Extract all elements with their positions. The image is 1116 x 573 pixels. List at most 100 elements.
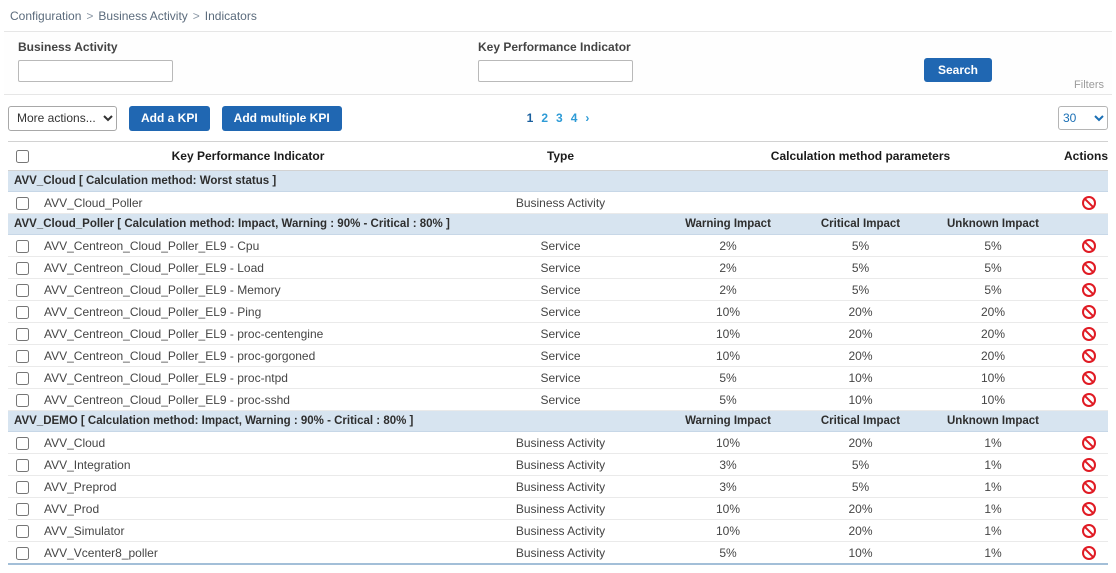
page-3[interactable]: 3 bbox=[556, 111, 563, 125]
kpi-name[interactable]: AVV_Preprod bbox=[38, 475, 458, 499]
delete-kpi-icon[interactable] bbox=[1082, 261, 1096, 276]
kpi-name[interactable]: AVV_Cloud_Poller bbox=[38, 191, 458, 215]
row-checkbox[interactable] bbox=[16, 546, 29, 560]
kpi-name[interactable]: AVV_Cloud bbox=[38, 431, 458, 455]
kpi-name[interactable]: AVV_Centreon_Cloud_Poller_EL9 - Load bbox=[38, 256, 458, 280]
delete-kpi-icon[interactable] bbox=[1082, 458, 1096, 473]
more-actions-select[interactable]: More actions... bbox=[8, 105, 117, 131]
delete-kpi-icon[interactable] bbox=[1082, 196, 1096, 211]
row-checkbox[interactable] bbox=[16, 349, 29, 363]
next-page-icon[interactable]: › bbox=[585, 111, 590, 125]
critical-impact-value: 20% bbox=[793, 322, 928, 346]
add-kpi-button[interactable]: Add a KPI bbox=[129, 105, 210, 131]
row-checkbox[interactable] bbox=[16, 305, 29, 319]
actions-cell bbox=[1058, 388, 1108, 412]
critical-impact-value bbox=[793, 191, 928, 215]
row-checkbox[interactable] bbox=[16, 393, 29, 407]
breadcrumb-business-activity[interactable]: Business Activity bbox=[98, 9, 188, 23]
kpi-row: AVV_Simulator Business Activity 10% 20% 1% bbox=[8, 519, 1108, 543]
kpi-name[interactable]: AVV_Prod bbox=[38, 497, 458, 521]
table-header-row: Key Performance Indicator Type Calculati… bbox=[8, 140, 1108, 172]
business-activity-input[interactable] bbox=[18, 60, 173, 82]
kpi-row: AVV_Cloud Business Activity 10% 20% 1% bbox=[8, 431, 1108, 455]
row-checkbox-cell bbox=[8, 322, 38, 346]
warning-impact-value: 2% bbox=[663, 256, 793, 280]
warning-impact-value: 10% bbox=[663, 519, 793, 543]
filter-panel: Business Activity Key Performance Indica… bbox=[4, 31, 1112, 95]
row-checkbox[interactable] bbox=[16, 371, 29, 385]
breadcrumb-separator: > bbox=[86, 9, 94, 23]
group-actions-spacer bbox=[1058, 213, 1108, 236]
breadcrumb-configuration[interactable]: Configuration bbox=[10, 9, 82, 23]
delete-kpi-icon[interactable] bbox=[1082, 436, 1096, 451]
kpi-name[interactable]: AVV_Vcenter8_poller bbox=[38, 541, 458, 565]
page-2[interactable]: 2 bbox=[541, 111, 548, 125]
kpi-row: AVV_Centreon_Cloud_Poller_EL9 - proc-ntp… bbox=[8, 366, 1108, 390]
pagination: 1 2 3 4 › bbox=[527, 111, 590, 125]
delete-kpi-icon[interactable] bbox=[1082, 349, 1096, 364]
unknown-impact-value bbox=[928, 191, 1058, 215]
warning-impact-value: 2% bbox=[663, 234, 793, 258]
actions-cell bbox=[1058, 322, 1108, 346]
kpi-filter-input[interactable] bbox=[478, 60, 633, 82]
row-checkbox[interactable] bbox=[16, 283, 29, 297]
delete-kpi-icon[interactable] bbox=[1082, 239, 1096, 254]
delete-kpi-icon[interactable] bbox=[1082, 371, 1096, 386]
row-checkbox[interactable] bbox=[16, 480, 29, 494]
delete-kpi-icon[interactable] bbox=[1082, 283, 1096, 298]
warning-impact-value: 10% bbox=[663, 431, 793, 455]
group-title: AVV_Cloud [ Calculation method: Worst st… bbox=[8, 170, 1108, 193]
delete-kpi-icon[interactable] bbox=[1082, 480, 1096, 495]
warning-impact-value: 5% bbox=[663, 366, 793, 390]
row-checkbox[interactable] bbox=[16, 458, 29, 472]
kpi-type: Service bbox=[458, 388, 663, 412]
search-button[interactable]: Search bbox=[923, 58, 992, 82]
kpi-type: Business Activity bbox=[458, 191, 663, 215]
column-calc-params-header: Calculation method parameters bbox=[663, 140, 1058, 172]
unknown-impact-value: 1% bbox=[928, 431, 1058, 455]
kpi-row: AVV_Centreon_Cloud_Poller_EL9 - Cpu Servi… bbox=[8, 234, 1108, 258]
add-multiple-kpi-button[interactable]: Add multiple KPI bbox=[221, 105, 342, 131]
row-checkbox[interactable] bbox=[16, 502, 29, 516]
page-4[interactable]: 4 bbox=[570, 111, 578, 125]
delete-kpi-icon[interactable] bbox=[1082, 546, 1096, 561]
kpi-type: Business Activity bbox=[458, 519, 663, 543]
breadcrumb-separator: > bbox=[192, 9, 200, 23]
select-all-checkbox[interactable] bbox=[16, 150, 29, 164]
group-actions-spacer bbox=[1058, 410, 1108, 433]
critical-impact-value: 5% bbox=[793, 256, 928, 280]
warning-impact-value: 10% bbox=[663, 300, 793, 324]
row-checkbox[interactable] bbox=[16, 524, 29, 538]
actions-cell bbox=[1058, 431, 1108, 455]
row-checkbox-cell bbox=[8, 431, 38, 455]
kpi-name[interactable]: AVV_Centreon_Cloud_Poller_EL9 - Memory bbox=[38, 278, 458, 302]
critical-impact-header: Critical Impact bbox=[793, 410, 928, 433]
kpi-filter-label: Key Performance Indicator bbox=[478, 40, 631, 54]
row-checkbox[interactable] bbox=[16, 196, 29, 210]
kpi-name[interactable]: AVV_Integration bbox=[38, 453, 458, 477]
critical-impact-value: 20% bbox=[793, 300, 928, 324]
delete-kpi-icon[interactable] bbox=[1082, 524, 1096, 539]
kpi-name[interactable]: AVV_Simulator bbox=[38, 519, 458, 543]
unknown-impact-value: 5% bbox=[928, 234, 1058, 258]
kpi-name[interactable]: AVV_Centreon_Cloud_Poller_EL9 - proc-cen… bbox=[38, 322, 458, 346]
delete-kpi-icon[interactable] bbox=[1082, 502, 1096, 517]
delete-kpi-icon[interactable] bbox=[1082, 393, 1096, 408]
kpi-name[interactable]: AVV_Centreon_Cloud_Poller_EL9 - proc-gor… bbox=[38, 344, 458, 368]
actions-cell bbox=[1058, 344, 1108, 368]
kpi-type: Service bbox=[458, 366, 663, 390]
row-checkbox[interactable] bbox=[16, 436, 29, 450]
row-checkbox[interactable] bbox=[16, 261, 29, 275]
kpi-name[interactable]: AVV_Centreon_Cloud_Poller_EL9 - proc-ssh… bbox=[38, 388, 458, 412]
delete-kpi-icon[interactable] bbox=[1082, 327, 1096, 342]
row-checkbox[interactable] bbox=[16, 239, 29, 253]
kpi-name[interactable]: AVV_Centreon_Cloud_Poller_EL9 - Ping bbox=[38, 300, 458, 324]
kpi-name[interactable]: AVV_Centreon_Cloud_Poller_EL9 - proc-ntp… bbox=[38, 366, 458, 390]
delete-kpi-icon[interactable] bbox=[1082, 305, 1096, 320]
row-checkbox-cell bbox=[8, 256, 38, 280]
row-checkbox[interactable] bbox=[16, 327, 29, 341]
page-size-select[interactable]: 30 bbox=[1058, 106, 1108, 130]
kpi-name[interactable]: AVV_Centreon_Cloud_Poller_EL9 - Cpu bbox=[38, 234, 458, 258]
unknown-impact-header: Unknown Impact bbox=[928, 410, 1058, 433]
kpi-type: Service bbox=[458, 300, 663, 324]
